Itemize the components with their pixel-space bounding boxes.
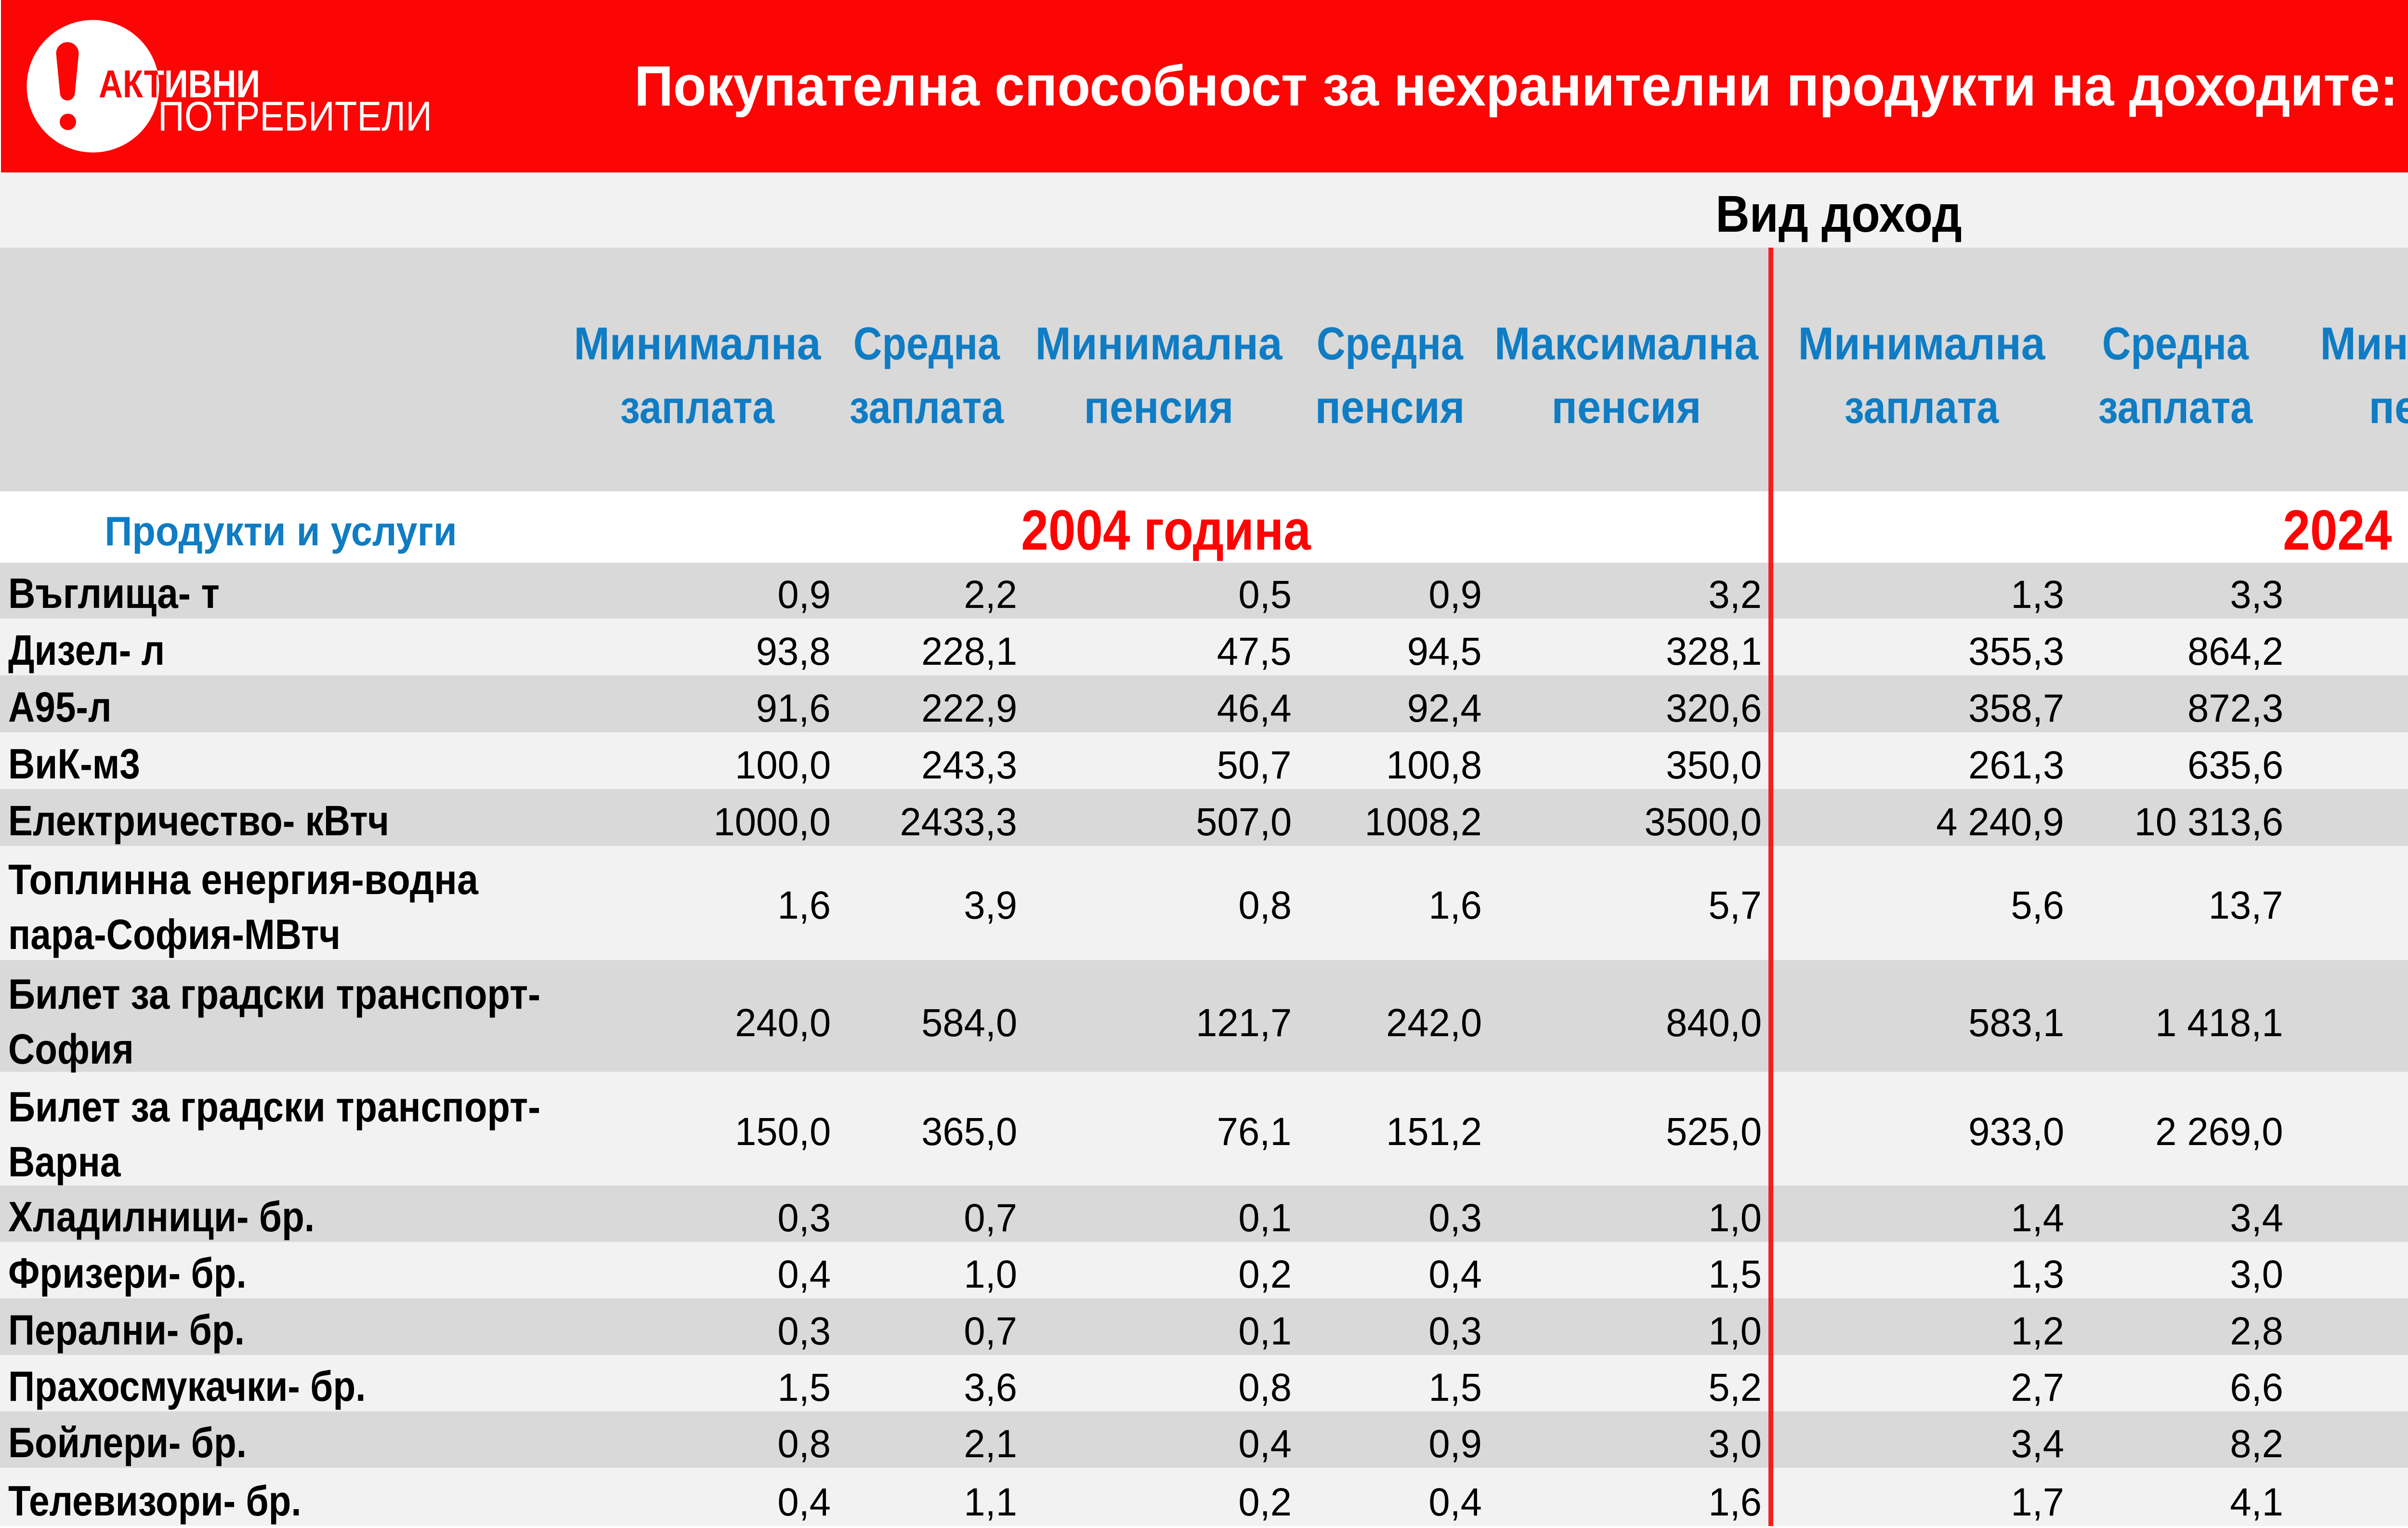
svg-text:АКТИВНИ: АКТИВНИ bbox=[99, 63, 260, 106]
svg-text:ПОТРЕБИТЕЛИ: ПОТРЕБИТЕЛИ bbox=[158, 93, 432, 140]
